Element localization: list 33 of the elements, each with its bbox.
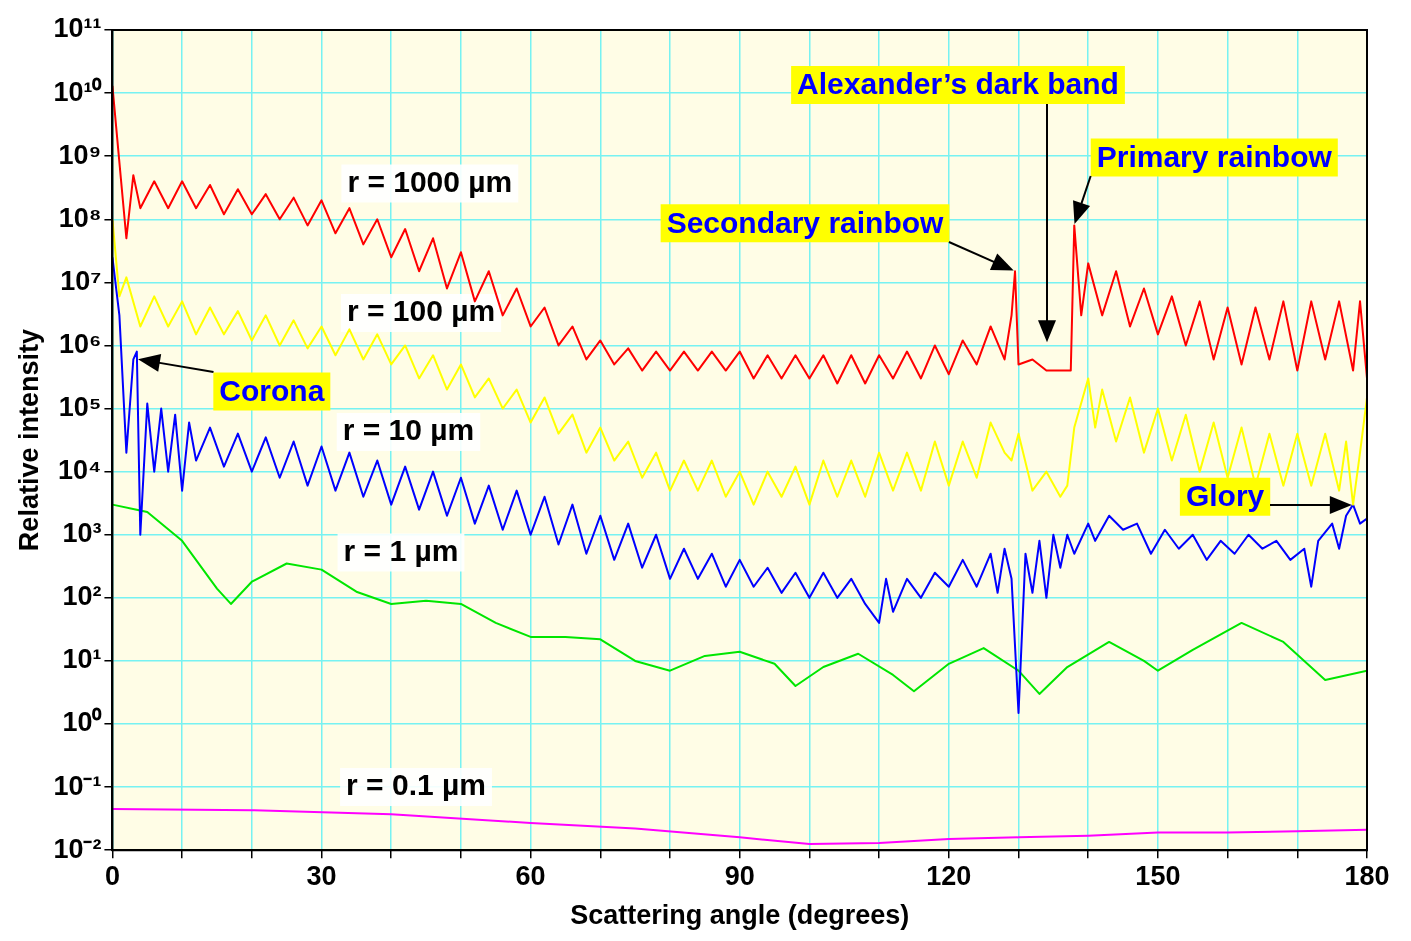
y-tick-label: 10¹⁰ [53,76,103,107]
y-tick-label: 10⁰ [62,707,103,738]
x-tick-label: 60 [515,860,546,891]
y-tick-label: 10⁻² [53,833,102,864]
x-tick-label: 30 [306,860,337,891]
series-label: r = 10 µm [342,413,475,447]
x-tick-label: 120 [926,860,972,891]
annotation: Secondary rainbow [666,205,945,239]
y-tick-label: 10⁹ [58,139,102,170]
x-tick-label: 90 [724,860,755,891]
series-label: r = 1 µm [343,533,459,567]
y-tick-label: 10¹ [62,644,102,675]
x-axis-title: Scattering angle (degrees) [570,900,910,931]
y-tick-label: 10² [62,581,102,612]
x-tick-label: 180 [1344,860,1390,891]
y-tick-label: 10⁴ [58,455,102,486]
series-label: r = 0.1 µm [346,768,486,802]
y-tick-label: 10⁵ [58,392,102,423]
y-tick-label: 10⁻¹ [53,770,102,801]
series-label: r = 100 µm [346,294,496,328]
y-tick-label: 10⁶ [58,328,102,359]
y-tick-label: 10¹¹ [53,13,102,44]
y-axis-title: Relative intensity [13,329,44,552]
series-label: r = 1000 µm [347,164,513,198]
annotation: Alexander’s dark band [797,67,1119,101]
y-tick-label: 10³ [62,518,102,549]
annotation: Primary rainbow [1096,139,1333,173]
x-tick-label: 0 [104,860,120,891]
y-tick-label: 10⁸ [58,202,102,233]
x-tick-label: 150 [1135,860,1181,891]
annotation: Glory [1185,478,1265,512]
y-tick-label: 10⁷ [60,265,102,296]
annotation: Corona [219,373,325,407]
